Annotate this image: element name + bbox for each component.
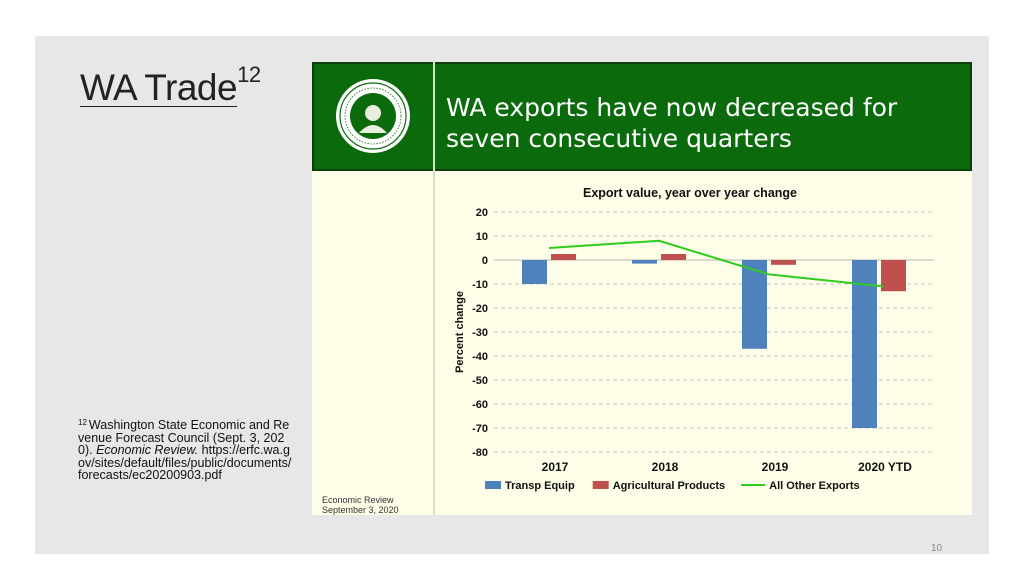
legend-label: All Other Exports bbox=[769, 480, 859, 492]
chart-title: Export value, year over year change bbox=[583, 186, 797, 200]
y-tick-label: -70 bbox=[472, 423, 488, 435]
footnote-publication: Economic Review. bbox=[96, 443, 199, 458]
figure-headline: WA exports have now decreased for seven … bbox=[446, 92, 956, 154]
legend-label: Transp Equip bbox=[505, 480, 575, 492]
y-tick-label: -50 bbox=[472, 375, 488, 387]
banner-divider bbox=[433, 62, 435, 515]
footnote-url: https://erfc.wa.gov/sites/default/files/… bbox=[78, 443, 292, 483]
y-tick-label: -60 bbox=[472, 399, 488, 411]
y-tick-label: -10 bbox=[472, 279, 488, 291]
legend-label: Agricultural Products bbox=[613, 480, 725, 492]
x-tick-label: 2017 bbox=[542, 460, 569, 474]
legend-swatch bbox=[485, 481, 501, 489]
source-note-line-2: September 3, 2020 bbox=[322, 505, 399, 515]
title-footnote-marker: 12 bbox=[237, 62, 261, 87]
y-tick-label: -40 bbox=[472, 351, 488, 363]
chart-figure: WA exports have now decreased for seven … bbox=[312, 62, 972, 515]
y-axis-label: Percent change bbox=[454, 291, 466, 373]
y-tick-label: -80 bbox=[472, 447, 488, 459]
bar-transp-equip bbox=[522, 260, 547, 284]
bar-agricultural-products bbox=[771, 260, 796, 265]
y-tick-label: 10 bbox=[476, 231, 488, 243]
line-all-other-exports bbox=[548, 239, 884, 288]
x-tick-label: 2020 YTD bbox=[858, 460, 912, 474]
slide-title-text: WA Trade bbox=[80, 67, 238, 108]
y-tick-label: 20 bbox=[476, 207, 488, 219]
bar-transp-equip bbox=[632, 260, 657, 264]
source-note: Economic Review September 3, 2020 bbox=[322, 495, 399, 515]
source-note-line-1: Economic Review bbox=[322, 495, 394, 505]
bar-transp-equip bbox=[742, 260, 767, 349]
figure-banner bbox=[312, 62, 972, 171]
y-tick-label: -30 bbox=[472, 327, 488, 339]
bar-agricultural-products bbox=[551, 254, 576, 260]
bar-agricultural-products bbox=[661, 254, 686, 260]
export-change-chart: Export value, year over year change 20 10 0… bbox=[454, 186, 934, 492]
footnote-citation: Washington State Economic and Revenue Fo… bbox=[78, 418, 290, 458]
x-tick-label: 2018 bbox=[652, 460, 679, 474]
y-tick-label: 0 bbox=[482, 255, 488, 267]
legend-swatch bbox=[592, 481, 609, 489]
slide-title: WA Trade12 bbox=[80, 62, 261, 109]
bar-transp-equip bbox=[852, 260, 877, 428]
page-number: 10 bbox=[931, 543, 943, 554]
x-tick-label: 2019 bbox=[762, 460, 789, 474]
bar-agricultural-products bbox=[881, 260, 906, 292]
washington-state-seal-icon bbox=[334, 77, 412, 155]
y-tick-label: -20 bbox=[472, 303, 488, 315]
headline-line-2: seven consecutive quarters bbox=[446, 124, 792, 153]
footnote: 12 Washington State Economic and Revenue … bbox=[78, 417, 293, 482]
footnote-marker: 12 bbox=[78, 418, 87, 427]
headline-line-1: WA exports have now decreased for bbox=[446, 93, 898, 122]
